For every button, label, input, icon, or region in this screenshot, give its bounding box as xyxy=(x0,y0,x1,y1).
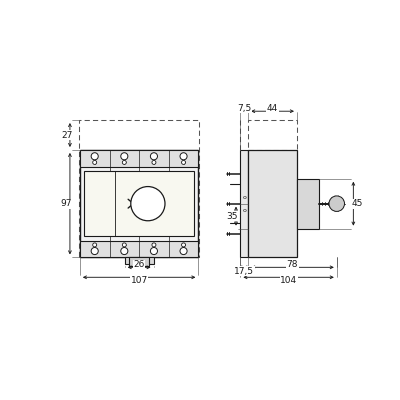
Circle shape xyxy=(93,160,97,164)
Bar xyxy=(240,150,248,257)
Circle shape xyxy=(122,243,126,247)
Circle shape xyxy=(150,248,158,254)
Circle shape xyxy=(180,248,187,254)
Bar xyxy=(80,150,198,257)
Text: o: o xyxy=(242,195,246,200)
Text: 35: 35 xyxy=(226,212,238,221)
Bar xyxy=(248,150,297,257)
Text: 7,5: 7,5 xyxy=(237,104,252,113)
Circle shape xyxy=(93,243,97,247)
Text: 44: 44 xyxy=(267,104,278,113)
Circle shape xyxy=(329,196,344,212)
Text: 104: 104 xyxy=(280,276,297,285)
Circle shape xyxy=(122,160,126,164)
Text: 78: 78 xyxy=(287,260,298,269)
Text: 17,5: 17,5 xyxy=(234,267,254,276)
Circle shape xyxy=(152,243,156,247)
Text: 45: 45 xyxy=(352,199,363,208)
Text: 107: 107 xyxy=(130,276,148,285)
Bar xyxy=(297,179,319,228)
Text: 27: 27 xyxy=(61,130,72,140)
Circle shape xyxy=(91,153,98,160)
Circle shape xyxy=(182,160,186,164)
Bar xyxy=(80,241,198,257)
Circle shape xyxy=(131,186,165,221)
Circle shape xyxy=(180,153,187,160)
Circle shape xyxy=(150,153,158,160)
Bar xyxy=(248,120,297,150)
Text: 97: 97 xyxy=(61,199,72,208)
Circle shape xyxy=(121,248,128,254)
Bar xyxy=(84,171,194,236)
Circle shape xyxy=(152,160,156,164)
Bar xyxy=(80,150,198,166)
Bar xyxy=(79,120,200,257)
Bar xyxy=(125,257,154,264)
Text: 26: 26 xyxy=(134,260,145,269)
Bar xyxy=(129,257,149,266)
Text: o: o xyxy=(242,208,246,213)
Circle shape xyxy=(121,153,128,160)
Circle shape xyxy=(182,243,186,247)
Circle shape xyxy=(91,248,98,254)
